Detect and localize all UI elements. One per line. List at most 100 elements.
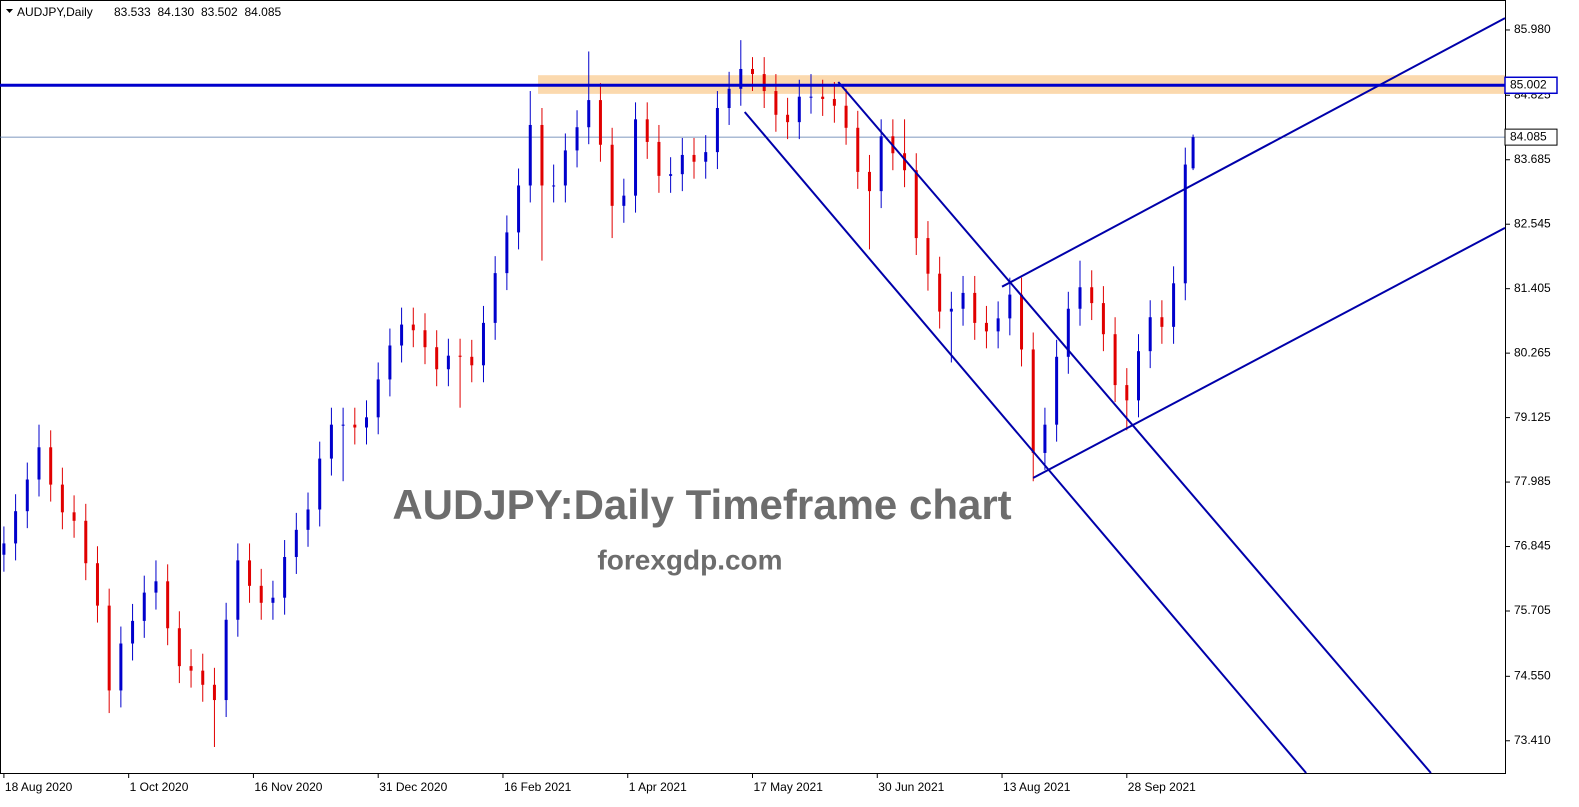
candle-body <box>914 170 918 239</box>
candle-body <box>1136 351 1140 401</box>
candle-body <box>949 308 953 312</box>
candle-body <box>938 273 942 312</box>
candle-body <box>1043 424 1047 453</box>
x-tick-label: 28 Sep 2021 <box>1128 780 1196 794</box>
candle-body <box>1020 294 1024 350</box>
candle-body <box>60 484 64 513</box>
candle-body <box>37 447 41 480</box>
candle-body <box>505 232 509 274</box>
candle-body <box>259 585 263 603</box>
candle-body <box>1008 294 1012 319</box>
header-ohlc: 84.085 <box>245 5 282 19</box>
candle-body <box>154 581 158 593</box>
candle-body <box>844 105 848 128</box>
candle-body <box>142 592 146 621</box>
candle-body <box>481 322 485 366</box>
candle-body <box>423 330 427 348</box>
candle-body <box>1160 317 1164 327</box>
candle-body <box>1172 283 1176 327</box>
candle-body <box>236 560 240 620</box>
candle-body <box>797 96 801 123</box>
candle-body <box>1066 308 1070 357</box>
candle-body <box>739 68 743 89</box>
candle-body <box>692 154 696 162</box>
candle-body <box>72 512 76 521</box>
candle-body <box>903 153 907 171</box>
candle-body <box>212 684 216 701</box>
candle-body <box>458 355 462 357</box>
candle-body <box>388 345 392 380</box>
candle-body <box>435 347 439 370</box>
candle-body <box>1101 303 1105 335</box>
candle-body <box>14 511 18 544</box>
candle-body <box>715 108 719 153</box>
candle-body <box>552 185 556 187</box>
y-tick-label: 74.550 <box>1514 668 1551 682</box>
candle-body <box>224 619 228 701</box>
candle-body <box>2 543 6 555</box>
y-tick-label: 80.265 <box>1514 345 1551 359</box>
x-tick-label: 13 Aug 2021 <box>1003 780 1071 794</box>
candle-body <box>470 356 474 366</box>
candle-body <box>166 581 170 629</box>
candle-body <box>680 154 684 175</box>
trendline <box>1032 227 1506 479</box>
candle-body <box>856 127 860 172</box>
candle-body <box>131 620 135 644</box>
candle-body <box>528 124 532 186</box>
candle-body <box>329 424 333 459</box>
candle-body <box>751 68 754 75</box>
candle-body <box>107 605 111 691</box>
candle-body <box>177 628 181 667</box>
candle-body <box>318 458 322 510</box>
resistance-price-label: 85.002 <box>1510 77 1547 91</box>
candle-body <box>1113 334 1117 386</box>
candle-body <box>996 318 1000 332</box>
candle-body <box>411 324 415 331</box>
candle-body <box>353 424 357 428</box>
candle-body <box>774 91 778 115</box>
candle-body <box>1148 317 1152 352</box>
x-tick-label: 18 Aug 2020 <box>5 780 73 794</box>
candle-body <box>446 355 450 370</box>
candle-body <box>248 560 252 586</box>
trendline <box>1001 17 1506 288</box>
candle-body <box>622 195 626 206</box>
candle-body <box>376 379 380 418</box>
candle-body <box>645 119 649 142</box>
candle-body <box>1125 385 1129 401</box>
candle-body <box>563 150 567 186</box>
y-tick-label: 77.985 <box>1514 474 1551 488</box>
menu-arrow[interactable] <box>6 9 13 13</box>
candle-body <box>294 529 298 557</box>
candle-body <box>271 597 275 603</box>
y-tick-label: 85.980 <box>1514 22 1551 36</box>
candle-body <box>1183 164 1187 284</box>
candle-body <box>1055 356 1059 425</box>
candle-body <box>984 322 988 332</box>
current-price-box <box>1504 128 1558 146</box>
candle-body <box>306 509 310 530</box>
candle-body <box>973 292 977 323</box>
candle-body <box>832 98 836 106</box>
resistance-price-box <box>1504 76 1558 95</box>
candle-body <box>634 119 638 196</box>
candle-body <box>1191 137 1195 169</box>
candle-body <box>926 238 930 274</box>
candle-body <box>669 174 673 176</box>
y-tick-label: 79.125 <box>1514 410 1551 424</box>
header-ohlc: 83.533 <box>114 5 151 19</box>
candle-body <box>201 670 205 685</box>
watermark-site: forexgdp.com <box>597 544 782 575</box>
candle-body <box>400 324 404 346</box>
candle-body <box>961 292 965 309</box>
current-price-label: 84.085 <box>1510 129 1547 143</box>
candle-body <box>517 185 521 233</box>
trendline <box>743 111 1307 774</box>
y-tick-label: 75.705 <box>1514 603 1551 617</box>
x-tick-label: 16 Nov 2020 <box>254 780 322 794</box>
header-ohlc: 84.130 <box>158 5 195 19</box>
candle-body <box>1078 287 1082 309</box>
